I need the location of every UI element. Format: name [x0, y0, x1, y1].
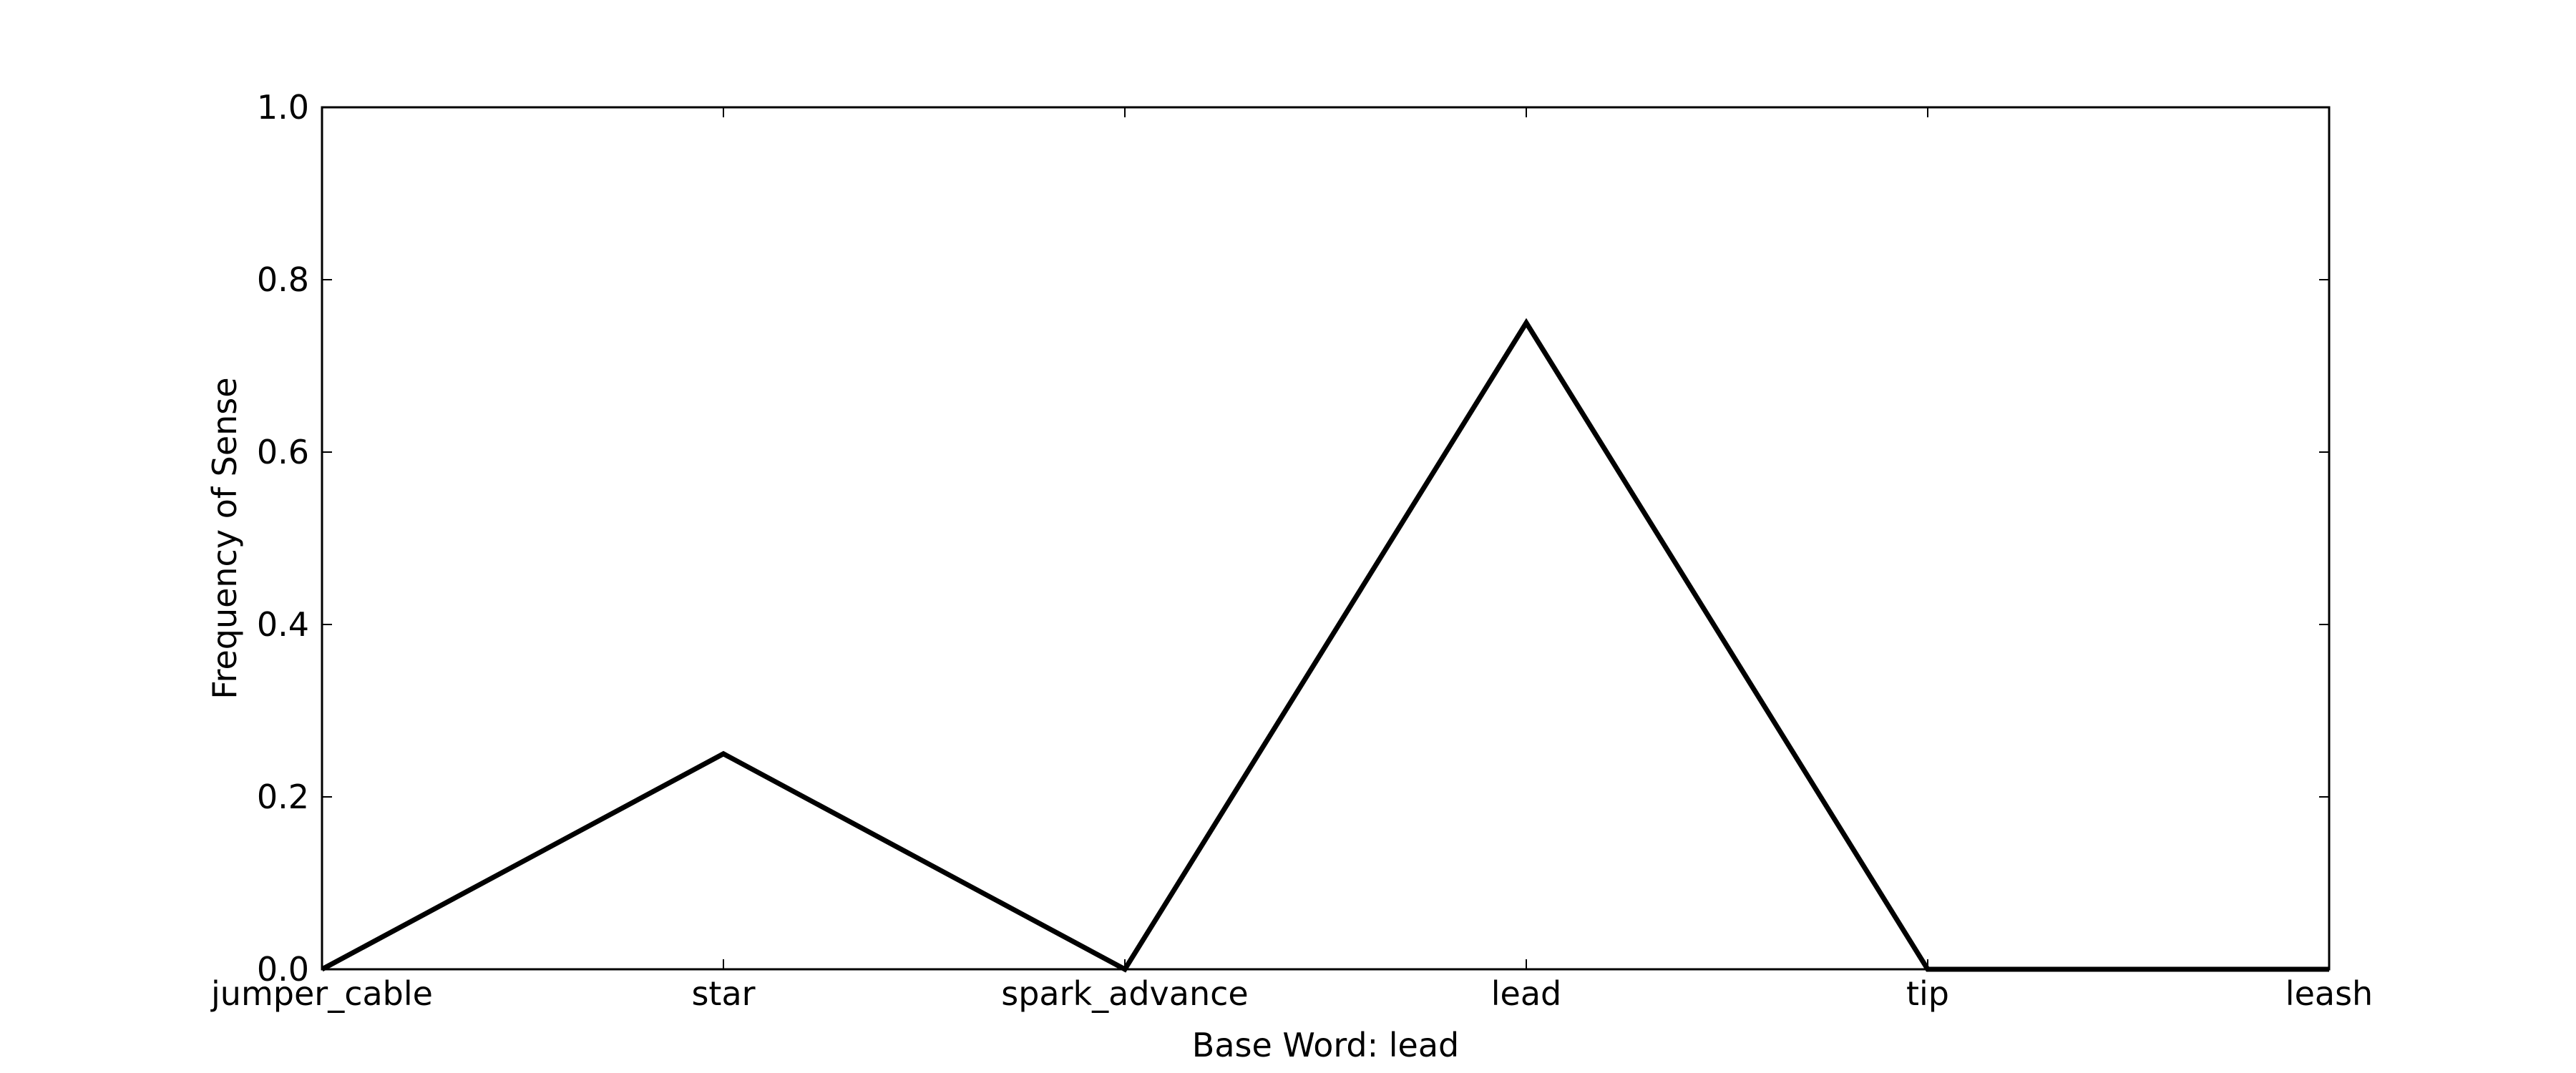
- x-tick-label: spark_advance: [1001, 974, 1248, 1013]
- x-tick-label: jumper_cable: [210, 974, 433, 1013]
- x-tick-label: leash: [2285, 974, 2373, 1013]
- x-tick-labels: jumper_cable star spark_advance lead tip leas…: [210, 974, 2373, 1013]
- y-tick-label: 0.2: [257, 778, 309, 816]
- plot-frame: [321, 106, 2331, 971]
- y-tick-label: 0.6: [257, 433, 309, 471]
- series-line: [321, 318, 2329, 973]
- y-tick-label: 0.0: [257, 950, 309, 989]
- x-tick-label: lead: [1491, 974, 1561, 1013]
- y-axis-label: Frequency of Sense: [205, 377, 244, 699]
- y-tick-labels: 0.0 0.2 0.4 0.6 0.8 1.0: [257, 88, 309, 989]
- series-group: [321, 318, 2330, 973]
- y-tick-label: 0.8: [257, 260, 309, 299]
- y-tick-label: 0.4: [257, 605, 309, 644]
- y-tick-label: 1.0: [257, 88, 309, 127]
- x-tick-label: tip: [1906, 974, 1949, 1013]
- x-axis-label: Base Word: lead: [1192, 1026, 1459, 1064]
- x-tick-label: star: [691, 974, 755, 1013]
- axis-ticks: [321, 107, 2330, 970]
